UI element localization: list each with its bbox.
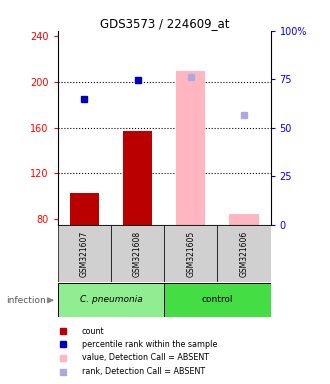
- Bar: [217, 225, 271, 282]
- Bar: [58, 283, 164, 317]
- Text: GDS3573 / 224609_at: GDS3573 / 224609_at: [100, 17, 230, 30]
- Text: percentile rank within the sample: percentile rank within the sample: [82, 340, 217, 349]
- Bar: [111, 225, 164, 282]
- Text: C. pneumonia: C. pneumonia: [80, 295, 142, 305]
- Bar: [58, 225, 111, 282]
- Bar: [70, 193, 99, 225]
- Text: control: control: [202, 295, 233, 305]
- Text: GSM321607: GSM321607: [80, 231, 89, 277]
- Bar: [229, 214, 259, 225]
- Text: value, Detection Call = ABSENT: value, Detection Call = ABSENT: [82, 353, 209, 362]
- Bar: [176, 71, 205, 225]
- Text: infection: infection: [7, 296, 46, 305]
- Bar: [164, 283, 271, 317]
- Text: rank, Detection Call = ABSENT: rank, Detection Call = ABSENT: [82, 367, 205, 376]
- Text: GSM321606: GSM321606: [240, 231, 248, 277]
- Text: GSM321608: GSM321608: [133, 231, 142, 277]
- Bar: [123, 131, 152, 225]
- Bar: [164, 225, 217, 282]
- Text: count: count: [82, 327, 104, 336]
- Text: GSM321605: GSM321605: [186, 231, 195, 277]
